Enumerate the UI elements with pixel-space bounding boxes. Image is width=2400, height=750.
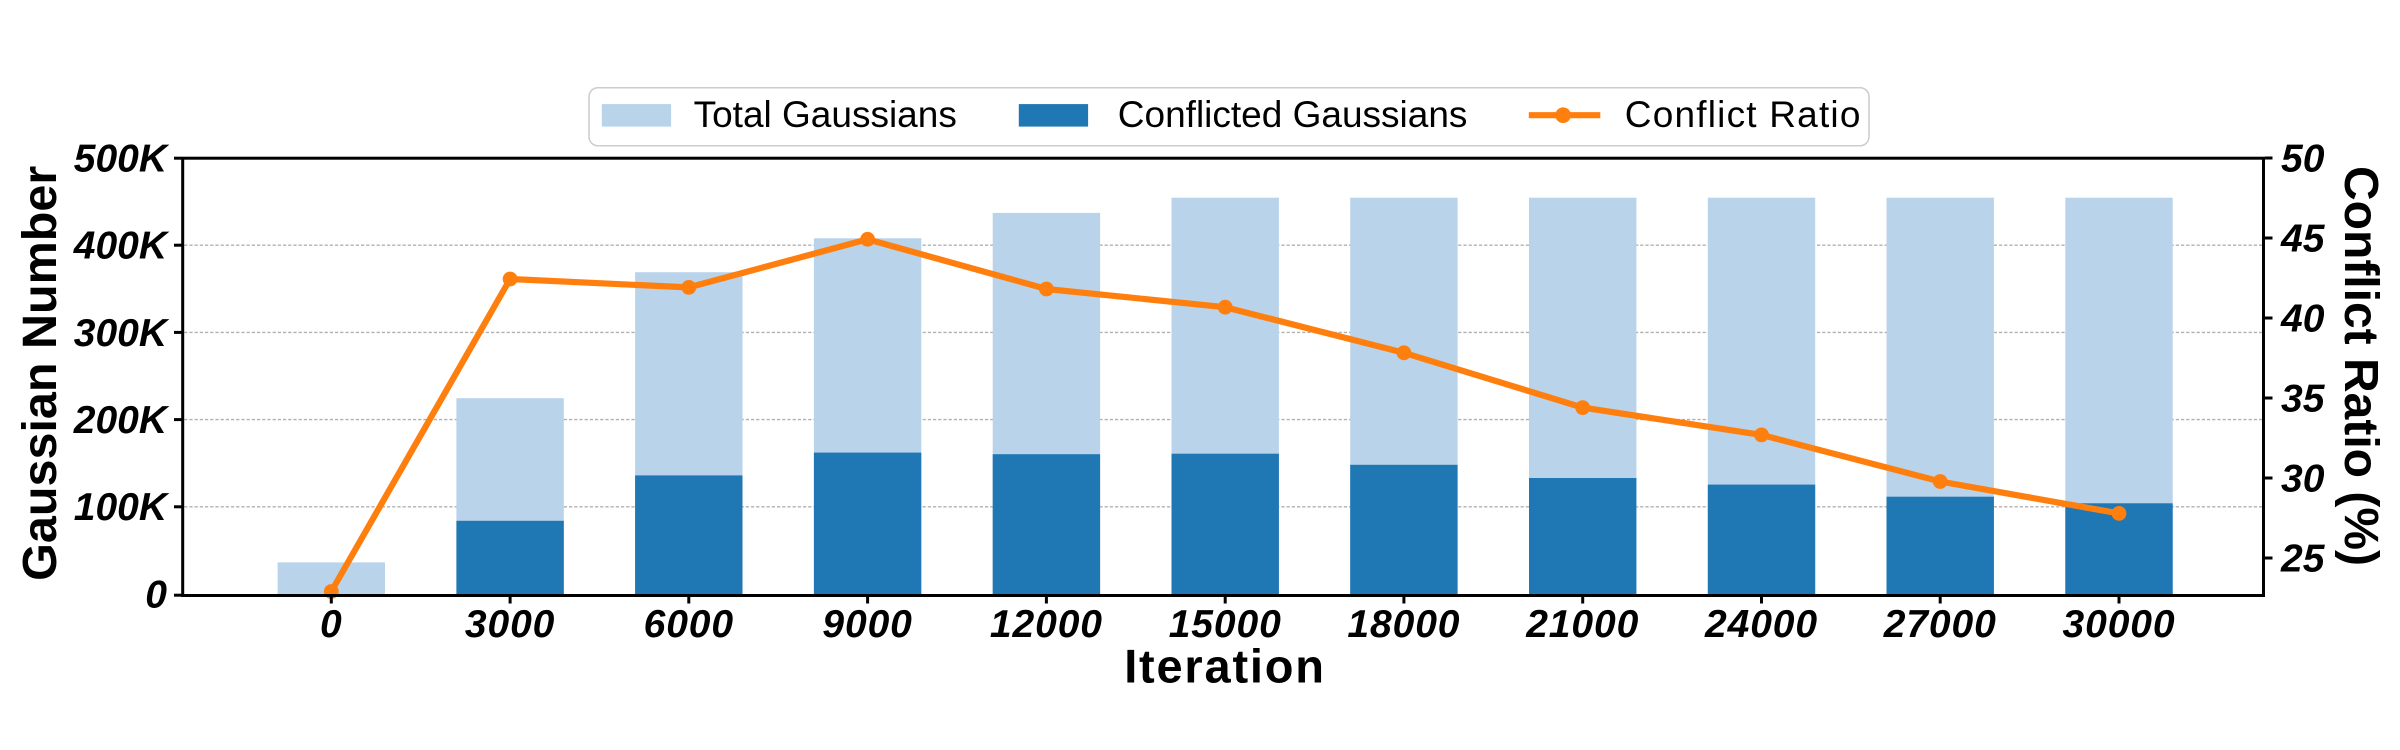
- svg-text:50: 50: [2281, 137, 2325, 180]
- svg-text:21000: 21000: [1525, 603, 1639, 646]
- svg-text:15000: 15000: [1169, 603, 1282, 646]
- svg-text:Iteration: Iteration: [1124, 640, 1326, 693]
- svg-text:0: 0: [320, 603, 343, 646]
- svg-text:6000: 6000: [644, 603, 734, 646]
- svg-text:27000: 27000: [1883, 603, 1997, 646]
- svg-text:100K: 100K: [74, 486, 170, 529]
- svg-text:300K: 300K: [74, 312, 170, 355]
- svg-text:25: 25: [2280, 537, 2326, 580]
- svg-text:12000: 12000: [990, 603, 1103, 646]
- svg-text:24000: 24000: [1704, 603, 1818, 646]
- svg-text:9000: 9000: [822, 603, 912, 646]
- svg-text:Gaussian Number: Gaussian Number: [13, 166, 67, 581]
- svg-text:40: 40: [2280, 297, 2325, 340]
- svg-text:45: 45: [2280, 217, 2326, 260]
- svg-text:Conflicted Gaussians: Conflicted Gaussians: [1118, 94, 1468, 135]
- svg-text:3000: 3000: [465, 603, 555, 646]
- svg-text:18000: 18000: [1347, 603, 1460, 646]
- svg-text:Conflict Ratio (%): Conflict Ratio (%): [2334, 166, 2387, 566]
- svg-text:30000: 30000: [2063, 603, 2176, 646]
- svg-text:Conflict Ratio: Conflict Ratio: [1625, 94, 1862, 135]
- svg-text:Total Gaussians: Total Gaussians: [694, 94, 957, 135]
- svg-text:200K: 200K: [73, 399, 170, 442]
- svg-text:0: 0: [145, 573, 167, 616]
- svg-text:400K: 400K: [73, 225, 170, 268]
- svg-text:500K: 500K: [74, 138, 170, 181]
- svg-text:30: 30: [2281, 457, 2325, 500]
- svg-text:35: 35: [2281, 377, 2326, 420]
